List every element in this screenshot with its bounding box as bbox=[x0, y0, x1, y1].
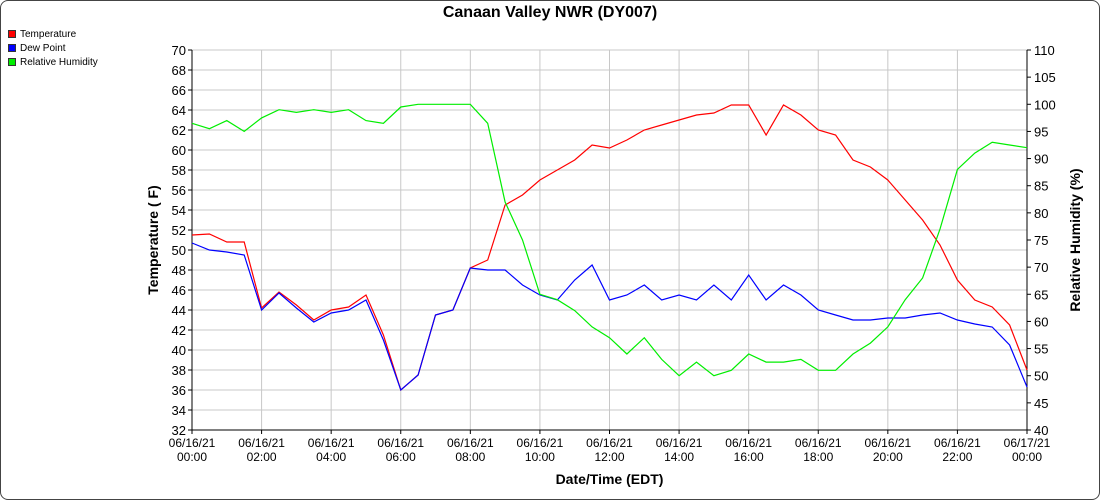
chart-title: Canaan Valley NWR (DY007) bbox=[442, 4, 658, 21]
x-tick-label-time: 14:00 bbox=[664, 450, 694, 464]
x-tick-label-date: 06/16/21 bbox=[656, 436, 703, 450]
y-tick-label: 70 bbox=[172, 43, 186, 58]
y-tick-label: 42 bbox=[172, 323, 186, 338]
x-axis-label: Date/Time (EDT) bbox=[556, 471, 664, 487]
y-axis-label: Temperature ( F) bbox=[145, 185, 161, 294]
x-tick-label-date: 06/16/21 bbox=[308, 436, 355, 450]
y2-tick-label: 55 bbox=[1034, 342, 1048, 357]
y2-tick-label: 90 bbox=[1034, 152, 1048, 167]
legend: Temperature Dew Point Relative Humidity bbox=[8, 27, 98, 69]
x-tick-label-time: 12:00 bbox=[594, 450, 624, 464]
y2-tick-label: 40 bbox=[1034, 423, 1048, 438]
y-tick-label: 54 bbox=[172, 203, 186, 218]
series-line-temperature bbox=[191, 104, 1028, 392]
x-tick-label-date: 06/16/21 bbox=[864, 436, 911, 450]
legend-item-relative-humidity: Relative Humidity bbox=[8, 55, 98, 69]
y2-tick-label: 70 bbox=[1034, 260, 1048, 275]
x-tick-label-date: 06/16/21 bbox=[586, 436, 633, 450]
legend-label: Dew Point bbox=[20, 42, 66, 54]
y-tick-label: 36 bbox=[172, 383, 186, 398]
x-tick-label-date: 06/16/21 bbox=[795, 436, 842, 450]
y-tick-label: 60 bbox=[172, 143, 186, 158]
legend-swatch-temperature bbox=[8, 30, 16, 38]
x-tick-label-time: 10:00 bbox=[525, 450, 555, 464]
x-tick-label-date: 06/16/21 bbox=[447, 436, 494, 450]
x-tick-label-time: 20:00 bbox=[873, 450, 903, 464]
y-tick-label: 38 bbox=[172, 363, 186, 378]
y2-tick-label: 85 bbox=[1034, 179, 1048, 194]
legend-item-temperature: Temperature bbox=[8, 27, 98, 41]
y2-tick-label: 95 bbox=[1034, 124, 1048, 139]
series-line-relative-humidity bbox=[191, 103, 1028, 377]
x-tick-label-date: 06/16/21 bbox=[517, 436, 564, 450]
y-tick-label: 66 bbox=[172, 83, 186, 98]
x-tick-label-time: 22:00 bbox=[942, 450, 972, 464]
x-tick-label-time: 16:00 bbox=[734, 450, 764, 464]
y-tick-label: 46 bbox=[172, 283, 186, 298]
y-tick-label: 48 bbox=[172, 263, 186, 278]
y-tick-label: 64 bbox=[172, 103, 186, 118]
legend-swatch-relative-humidity bbox=[8, 58, 16, 66]
y-tick-label: 40 bbox=[172, 343, 186, 358]
x-tick-label-date: 06/16/21 bbox=[238, 436, 285, 450]
y-tick-label: 56 bbox=[172, 183, 186, 198]
series-line-dew-point bbox=[191, 242, 1028, 392]
legend-item-dew-point: Dew Point bbox=[8, 41, 98, 55]
y-tick-label: 50 bbox=[172, 243, 186, 258]
x-tick-label-time: 08:00 bbox=[455, 450, 485, 464]
x-tick-label-time: 04:00 bbox=[316, 450, 346, 464]
y-tick-label: 58 bbox=[172, 163, 186, 178]
y2-tick-label: 110 bbox=[1034, 43, 1055, 58]
y2-tick-label: 100 bbox=[1034, 97, 1056, 112]
x-tick-label-time: 06:00 bbox=[386, 450, 416, 464]
y-tick-label: 34 bbox=[172, 403, 186, 418]
y-tick-label: 68 bbox=[172, 63, 186, 78]
x-tick-label-time: 18:00 bbox=[803, 450, 833, 464]
y2-tick-label: 45 bbox=[1034, 396, 1048, 411]
x-tick-label-time: 02:00 bbox=[247, 450, 277, 464]
x-tick-label-date: 06/16/21 bbox=[934, 436, 981, 450]
y2-tick-label: 80 bbox=[1034, 206, 1048, 221]
y-tick-label: 32 bbox=[172, 423, 186, 438]
x-tick-label-date: 06/16/21 bbox=[377, 436, 424, 450]
x-tick-label-date: 06/16/21 bbox=[725, 436, 772, 450]
y2-tick-label: 75 bbox=[1034, 233, 1048, 248]
legend-label: Temperature bbox=[20, 28, 77, 40]
y2-tick-label: 65 bbox=[1034, 287, 1048, 302]
y2-tick-label: 105 bbox=[1034, 70, 1056, 85]
x-tick-label-date: 06/17/21 bbox=[1004, 436, 1051, 450]
y-tick-label: 62 bbox=[172, 123, 186, 138]
legend-swatch-dew-point bbox=[8, 44, 16, 52]
y2-tick-label: 50 bbox=[1034, 369, 1048, 384]
y2-axis-label: Relative Humidity (%) bbox=[1067, 168, 1083, 311]
x-tick-label-time: 00:00 bbox=[1012, 450, 1042, 464]
y2-tick-label: 60 bbox=[1034, 314, 1048, 329]
x-tick-label-date: 06/16/21 bbox=[169, 436, 216, 450]
legend-label: Relative Humidity bbox=[20, 56, 98, 68]
x-tick-label-time: 00:00 bbox=[177, 450, 207, 464]
y-tick-label: 52 bbox=[172, 223, 186, 238]
y-tick-label: 44 bbox=[172, 303, 186, 318]
